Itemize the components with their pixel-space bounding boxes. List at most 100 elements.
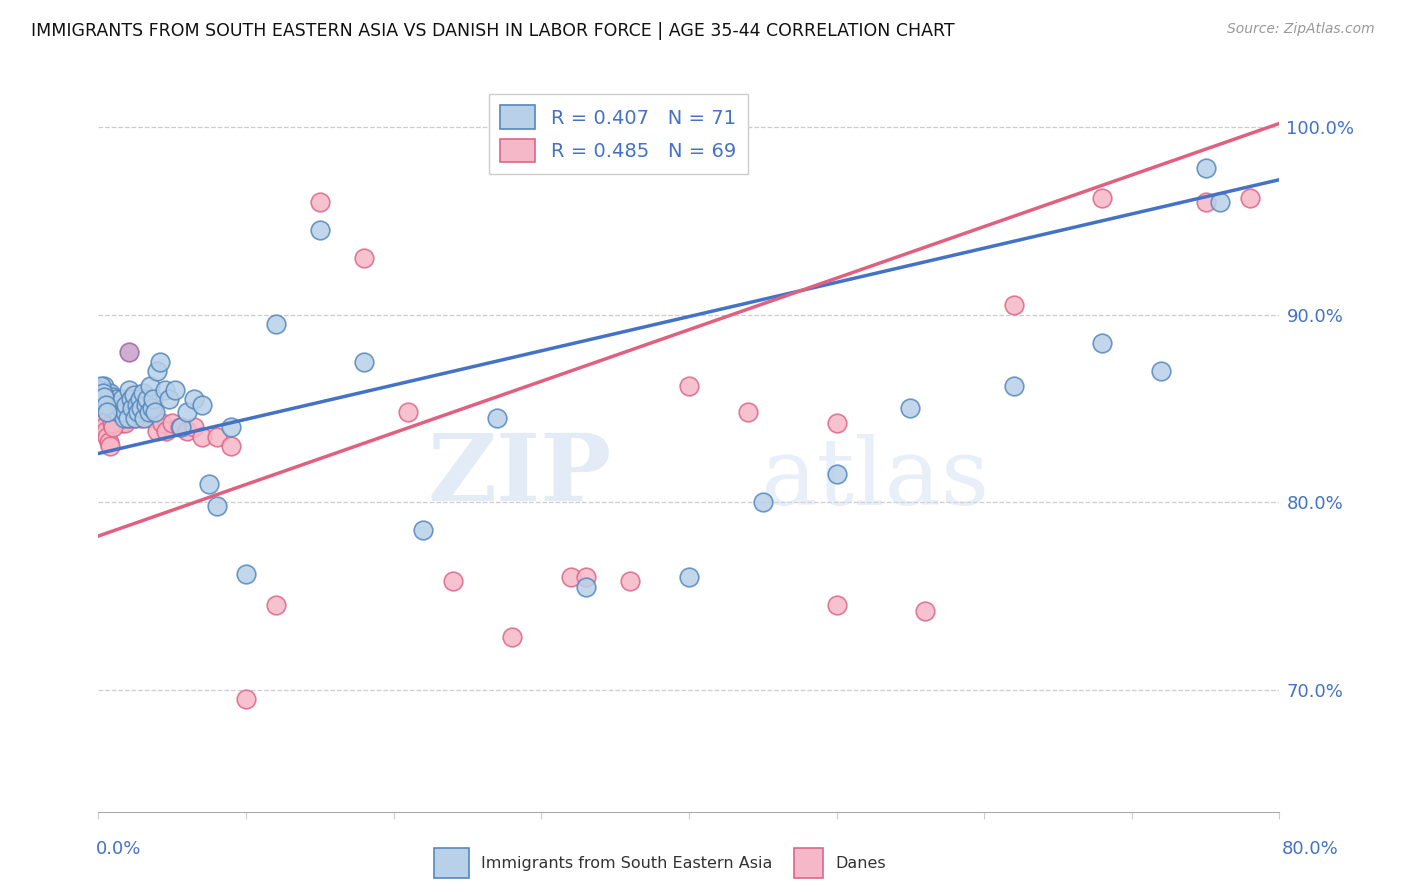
Point xyxy=(191,398,214,412)
Point xyxy=(136,398,159,412)
Point xyxy=(96,392,118,406)
Bar xyxy=(433,848,470,878)
Point xyxy=(136,392,159,406)
Point xyxy=(120,392,142,406)
Point xyxy=(134,410,156,425)
Point xyxy=(90,379,112,393)
Point xyxy=(1002,379,1025,393)
Bar xyxy=(794,848,824,878)
Point xyxy=(398,405,420,419)
Point xyxy=(752,495,775,509)
Point xyxy=(107,410,129,425)
Point xyxy=(191,429,214,443)
Point xyxy=(93,379,115,393)
Point xyxy=(501,630,523,644)
Point xyxy=(94,398,117,412)
Point xyxy=(900,401,922,416)
Point xyxy=(1195,161,1218,176)
Point xyxy=(93,386,115,401)
Point xyxy=(103,401,125,416)
Point xyxy=(264,599,287,613)
Point xyxy=(127,405,149,419)
Point xyxy=(142,405,165,419)
Point xyxy=(118,398,141,412)
Point xyxy=(309,223,332,237)
Point xyxy=(98,386,121,401)
Point xyxy=(678,379,700,393)
Point xyxy=(111,392,134,406)
Point xyxy=(1091,335,1114,350)
Point xyxy=(221,420,243,434)
Point xyxy=(91,392,114,406)
Point xyxy=(121,401,143,416)
Text: Immigrants from South Eastern Asia: Immigrants from South Eastern Asia xyxy=(481,855,772,871)
Point xyxy=(1002,298,1025,312)
Point xyxy=(198,476,221,491)
Point xyxy=(129,410,152,425)
Point xyxy=(165,383,187,397)
Point xyxy=(157,392,180,406)
Point xyxy=(100,401,122,416)
Point xyxy=(108,398,131,412)
Point xyxy=(112,410,135,425)
Point xyxy=(127,405,149,419)
Point xyxy=(111,405,134,419)
Point xyxy=(124,410,146,425)
Point xyxy=(89,398,111,412)
Point xyxy=(94,386,117,401)
Point xyxy=(96,405,118,419)
Point xyxy=(118,345,141,359)
Point xyxy=(96,429,118,443)
Point xyxy=(138,405,160,419)
Point xyxy=(412,524,434,538)
Point xyxy=(115,398,138,412)
Point xyxy=(97,435,120,450)
Point xyxy=(737,405,759,419)
Point xyxy=(91,386,114,401)
Point xyxy=(139,379,162,393)
Point xyxy=(120,410,142,425)
Point xyxy=(93,420,115,434)
Point xyxy=(143,405,166,419)
Point xyxy=(139,410,162,425)
Point xyxy=(264,317,287,331)
Text: Danes: Danes xyxy=(835,855,886,871)
Point xyxy=(135,398,157,412)
Point xyxy=(221,439,243,453)
Point xyxy=(110,417,132,431)
Point xyxy=(108,401,131,416)
Point xyxy=(103,420,125,434)
Point xyxy=(150,417,173,431)
Point xyxy=(103,390,125,404)
Point xyxy=(128,392,150,406)
Point xyxy=(104,398,127,412)
Point xyxy=(155,424,177,438)
Point xyxy=(678,570,700,584)
Point xyxy=(115,405,138,419)
Point xyxy=(205,429,228,443)
Point xyxy=(90,410,112,425)
Point xyxy=(149,354,172,368)
Point xyxy=(129,401,152,416)
Point xyxy=(309,195,332,210)
Point xyxy=(146,424,169,438)
Point xyxy=(146,364,169,378)
Point xyxy=(125,398,148,412)
Point xyxy=(112,410,135,425)
Point xyxy=(132,386,155,401)
Point xyxy=(105,392,128,406)
Point xyxy=(98,398,121,412)
Point xyxy=(142,392,165,406)
Point xyxy=(1091,191,1114,205)
Point xyxy=(1239,191,1261,205)
Point xyxy=(134,405,156,419)
Point xyxy=(575,570,598,584)
Point xyxy=(100,410,122,425)
Point xyxy=(91,405,114,419)
Point xyxy=(170,420,193,434)
Point xyxy=(153,383,176,397)
Point xyxy=(235,692,257,706)
Point xyxy=(89,405,111,419)
Point xyxy=(825,599,848,613)
Point xyxy=(114,417,136,431)
